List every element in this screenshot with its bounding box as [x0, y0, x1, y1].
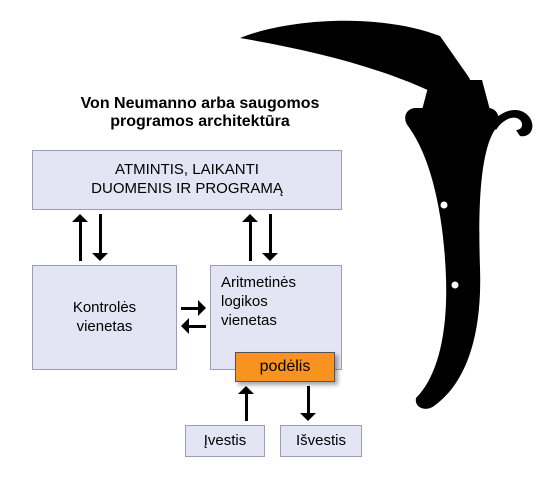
arrow-2-a-line: [181, 307, 198, 310]
input-box-text-1: Įvestis: [204, 432, 247, 451]
output-box-label: Išvestis: [296, 432, 346, 451]
control-unit-box-text-1: Kontrolės: [73, 299, 136, 318]
arrow-0-b-head-down: [92, 253, 108, 261]
output-box: Išvestis: [280, 425, 362, 457]
razor-icon: [230, 8, 540, 418]
control-unit-box-label: Kontrolėsvienetas: [73, 299, 136, 337]
input-box: Įvestis: [185, 425, 265, 457]
arrow-0-a-line: [79, 222, 82, 261]
arrow-2-b-line: [189, 325, 206, 328]
control-unit-box: Kontrolėsvienetas: [32, 265, 177, 370]
arrow-2-b-head-left: [181, 318, 189, 334]
output-box-text-1: Išvestis: [296, 432, 346, 451]
arrow-2-a-head-right: [198, 300, 206, 316]
input-box-label: Įvestis: [204, 432, 247, 451]
arrow-0-b-line: [99, 214, 102, 253]
control-unit-box-text-2: vienetas: [73, 318, 136, 337]
arrow-0-a-head-up: [72, 214, 88, 222]
